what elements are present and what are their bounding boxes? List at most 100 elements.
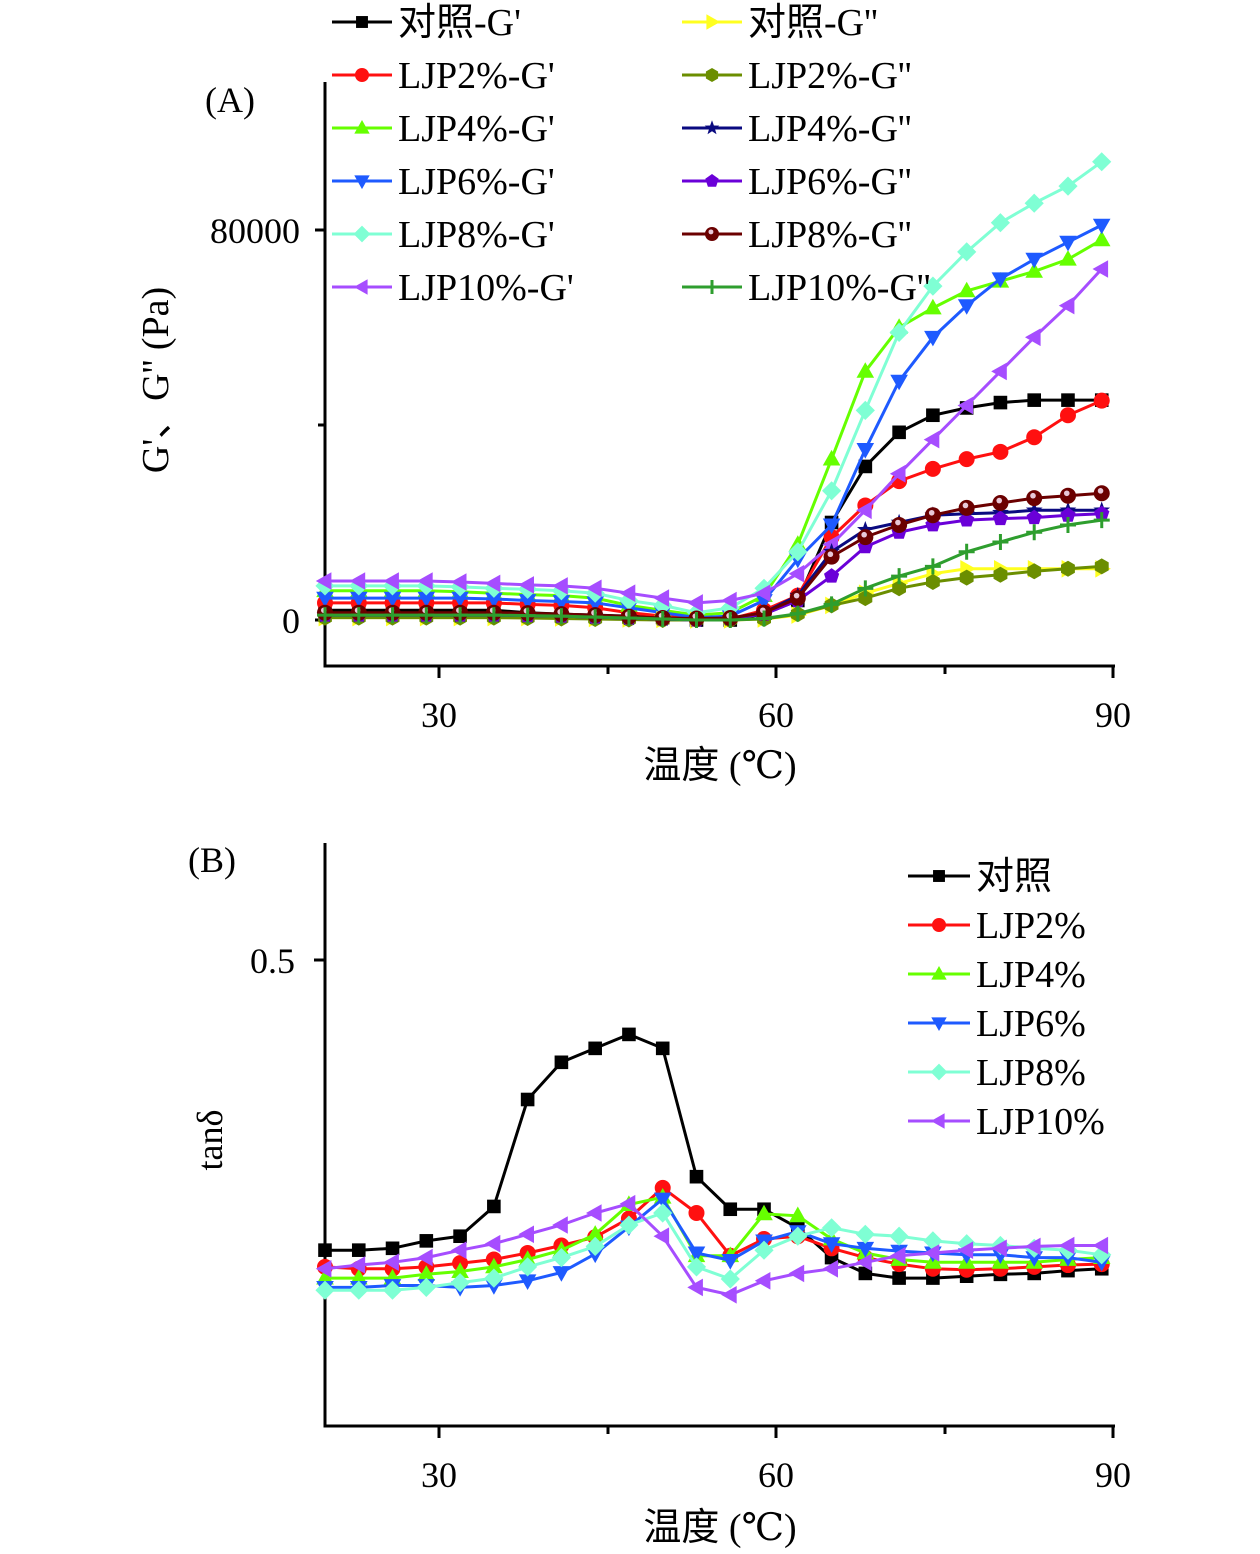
series-line-ljp8pct (325, 1211, 1102, 1292)
data-point-ljp10pct (518, 1225, 534, 1244)
data-point-ljp8pct-g-gp (889, 322, 909, 342)
data-point-ljp8pct-g-gpp-highlight (861, 531, 867, 538)
panel-b-xtick-label-60: 60 (758, 1455, 794, 1495)
data-point-ljp10pct-g-gpp (789, 605, 806, 622)
data-point-control (419, 1234, 434, 1248)
series-line-ljp10pct-g-gp (325, 267, 1103, 605)
data-point-control (487, 1199, 501, 1214)
legend-item-ljp2pct-g-gp: LJP2%-G' (332, 55, 555, 97)
data-point-control (689, 1169, 704, 1184)
data-point-ljp10pct (552, 1216, 568, 1234)
data-point-ljp10pct-g-gp (315, 572, 332, 590)
legend-item-control-g-gp: 对照-G' (332, 2, 521, 44)
data-point-ljp10pct-g-gp (889, 464, 906, 483)
data-point-ljp8pct-g-gpp-highlight (1030, 492, 1036, 499)
data-point-ljp8pct-g-gp (990, 213, 1010, 233)
data-point-control (655, 1041, 670, 1056)
panel-b: (B) 0.5 30 60 90 温度 (℃) tanδ 对照 LJP2% LJP4… (188, 840, 1131, 1549)
legend-label: LJP2% (976, 905, 1086, 947)
data-point-control (385, 1241, 400, 1256)
data-point-control (351, 1243, 366, 1257)
data-point-ljp10pct-g-gp (552, 577, 568, 595)
data-point-ljp2pct-g-gpp (858, 590, 873, 607)
data-point-ljp4pct-g-gp (1092, 230, 1111, 247)
data-point-ljp8pct (315, 1280, 335, 1300)
panel-b-xticks (437, 1426, 1115, 1438)
series-ljp6pct-g-gpp (317, 505, 1110, 627)
data-point-ljp2pct-g-gpp (959, 569, 974, 586)
panel-b-plot (315, 1027, 1112, 1304)
legend-label: LJP4%-G' (398, 108, 555, 150)
legend-label: LJP6%-G'' (748, 161, 912, 203)
data-point-ljp10pct (1058, 1236, 1075, 1255)
legend-item-ljp8pct: LJP8% (908, 1052, 1086, 1094)
data-point-ljp8pct (822, 1218, 842, 1238)
data-point-ljp4pct (316, 1268, 334, 1285)
data-point-ljp10pct-g-gp (484, 574, 501, 593)
data-point-ljp10pct-g-gp (586, 579, 602, 598)
data-point-ljp2pct-g-gpp (993, 566, 1008, 583)
data-point-ljp8pct-g-gp (720, 598, 740, 618)
legend-item-control: 对照 (908, 856, 1052, 898)
data-point-ljp6pct-g-gpp (992, 510, 1008, 526)
data-point-ljp10pct-g-gp (687, 594, 703, 612)
data-point-ljp10pct (856, 1253, 872, 1271)
data-point-ljp2pct-g-gpp (926, 574, 940, 590)
legend-marker-ljp6pct-g-gpp (705, 174, 719, 187)
data-point-ljp10pct (619, 1194, 636, 1213)
data-point-ljp2pct-g-gp (958, 451, 975, 468)
legend-item-ljp6pct-g-gp: LJP6%-G' (332, 161, 555, 203)
data-point-ljp8pct (889, 1226, 909, 1246)
data-point-ljp8pct-g-gpp-highlight (827, 551, 834, 558)
data-point-ljp8pct (686, 1257, 707, 1277)
legend-marker-ljp6pct (931, 1017, 947, 1031)
data-point-ljp8pct-g-gp (1092, 152, 1112, 172)
series-line-ljp10pct (324, 1202, 1102, 1297)
data-point-ljp2pct (654, 1179, 671, 1196)
legend-item-ljp8pct-g-gpp: LJP8%-G'' (682, 214, 912, 256)
data-point-ljp8pct (551, 1248, 571, 1268)
series-ljp8pct (315, 1203, 1112, 1300)
legend-label: LJP4%-G'' (748, 108, 912, 150)
legend-marker-ljp8pct (930, 1063, 948, 1081)
data-point-ljp10pct-g-gp (991, 362, 1007, 381)
data-point-ljp8pct (585, 1236, 605, 1256)
data-point-ljp10pct-g-gpp (823, 596, 840, 613)
data-point-control (520, 1092, 535, 1107)
data-point-control-g-gp (1061, 393, 1075, 407)
legend-item-ljp2pct: LJP2% (908, 905, 1086, 947)
legend-item-ljp6pct: LJP6% (908, 1003, 1086, 1045)
data-point-ljp10pct (1025, 1237, 1041, 1256)
panel-a-y-axis-title: G'、G'' (Pa) (135, 287, 177, 473)
data-point-ljp10pct (889, 1246, 906, 1265)
data-point-ljp8pct (450, 1273, 470, 1293)
data-point-ljp10pct-g-gp (619, 584, 636, 602)
data-point-ljp10pct (315, 1260, 332, 1278)
data-point-ljp2pct-g-gp (1026, 429, 1043, 446)
data-point-ljp6pct-g-gp (451, 591, 469, 608)
data-point-ljp6pct (552, 1266, 571, 1282)
data-point-ljp6pct-g-gp (924, 330, 942, 347)
data-point-ljp10pct (822, 1260, 838, 1278)
data-point-ljp10pct-g-gp (1092, 260, 1109, 278)
data-point-ljp8pct (518, 1257, 538, 1277)
series-ljp10pct (315, 1194, 1109, 1304)
data-point-ljp10pct-g-gpp (384, 607, 401, 624)
data-point-ljp4pct-g-gp (957, 281, 976, 298)
data-point-ljp8pct (619, 1215, 639, 1235)
data-point-control (892, 1271, 906, 1285)
data-point-ljp10pct (923, 1244, 940, 1262)
legend-marker-ljp4pct (931, 966, 947, 980)
data-point-ljp8pct-g-gp (653, 595, 673, 615)
data-point-control (318, 1243, 332, 1257)
legend-marker-ljp2pct (932, 918, 946, 932)
legend-label: LJP8%-G' (398, 214, 555, 256)
data-point-ljp8pct-g-gpp-highlight (1063, 490, 1070, 497)
data-point-ljp10pct-g-gp (349, 572, 366, 590)
legend-marker-ljp10pct-g-gpp (705, 280, 719, 294)
data-point-ljp8pct (720, 1269, 740, 1289)
panel-b-label: (B) (188, 840, 236, 880)
data-point-ljp6pct-g-gp (856, 443, 875, 459)
data-point-ljp4pct-g-gp (1059, 250, 1077, 266)
panel-b-y-axis-title: tanδ (190, 1110, 230, 1171)
